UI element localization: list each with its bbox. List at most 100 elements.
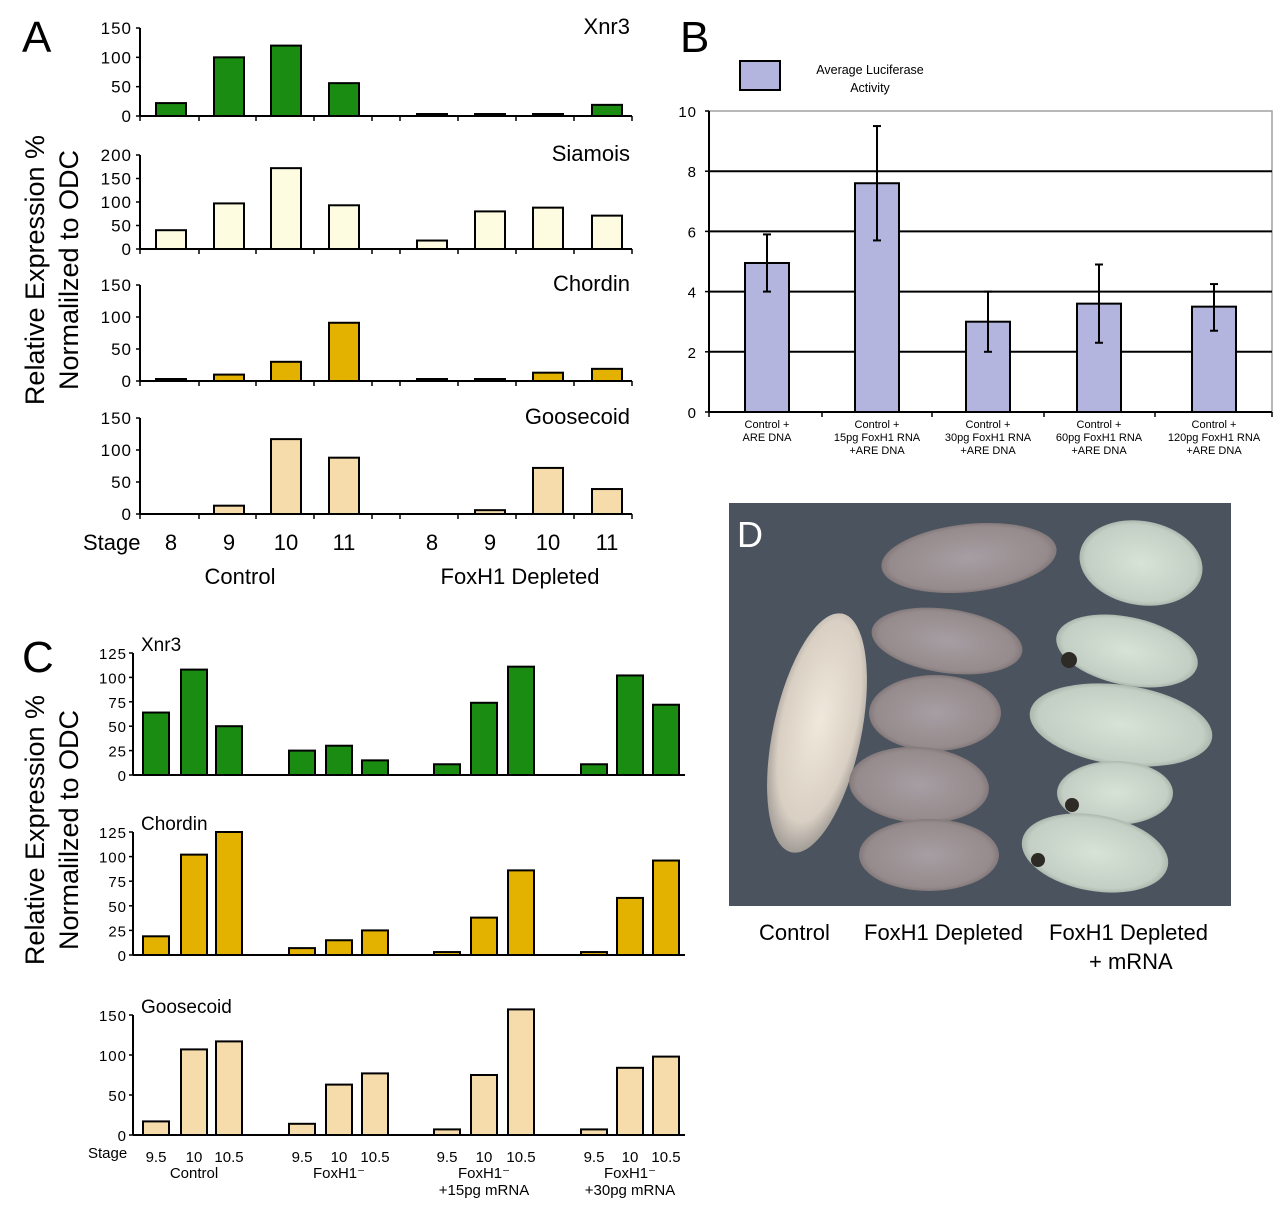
y-tick-label: 125 [99, 646, 127, 663]
panel-a-ylabel-line1: Relative Expression % [20, 135, 50, 405]
panel-label-c: C [22, 633, 54, 682]
bar [470, 916, 498, 956]
embryo-depleted-4 [849, 746, 989, 824]
x-tick-label: +ARE DNA [1186, 445, 1242, 457]
panel-a-ylabel-line2: Normalilzed to ODC [54, 150, 84, 390]
bar [532, 371, 564, 382]
legend-swatch [739, 60, 781, 91]
bar [433, 951, 461, 956]
y-tick-label: 50 [108, 899, 127, 916]
y-tick-label: 150 [101, 276, 132, 295]
bar [616, 674, 644, 776]
embryo-depleted-2 [871, 607, 1023, 675]
subplot-title: Siamois [552, 141, 630, 166]
bar [155, 229, 187, 250]
x-tick-label: 10.5 [506, 1149, 535, 1166]
x-tick-label: Control + [1192, 419, 1237, 431]
photo-label-depleted: FoxH1 Depleted [864, 920, 1023, 945]
x-tick-label: 10.5 [214, 1149, 243, 1166]
panel-c-ylabel: Relative Expression % Normalilzed to ODC [20, 695, 84, 965]
photo-label-rescued: FoxH1 Depleted [1049, 920, 1208, 945]
bar [507, 1008, 535, 1137]
embryo-photo: D [729, 503, 1231, 906]
y-tick-label: 50 [111, 340, 132, 359]
bar [213, 373, 245, 383]
panel-b-chart: Average Luciferase Activity 0 2 4 6 8 10 Control… [678, 60, 1273, 457]
y-tick-label: 50 [111, 78, 132, 97]
bar [142, 711, 170, 777]
panel-label-a: A [22, 13, 52, 62]
bar [361, 759, 389, 776]
bar [328, 204, 360, 250]
x-tick-label: 9.5 [292, 1149, 313, 1166]
bar [270, 438, 302, 515]
y-tick-label: 2 [688, 345, 697, 362]
panel-c-ylabel-line1: Relative Expression % [20, 695, 50, 965]
y-tick-label: 100 [101, 193, 132, 212]
embryo-control [767, 613, 867, 853]
embryo-depleted-5 [859, 819, 999, 891]
bar [580, 951, 608, 956]
panel-a-ylabel: Relative Expression % Normalilzed to ODC [20, 135, 84, 405]
y-tick-label: 0 [118, 948, 127, 965]
bar [288, 1122, 316, 1137]
x-tick-label: 60pg FoxH1 RNA [1056, 432, 1143, 444]
y-tick-label: 50 [111, 217, 132, 236]
panel-label-b: B [680, 13, 709, 62]
embryo-rescued-5 [1021, 813, 1169, 893]
bar [416, 378, 448, 382]
x-tick-label: 10 [186, 1149, 203, 1166]
bar [652, 1055, 680, 1136]
bar [474, 210, 506, 250]
y-tick-label: 75 [108, 874, 127, 891]
y-tick-label: 125 [99, 825, 127, 842]
y-tick-label: 100 [99, 850, 127, 867]
panel-a-subplot-siamois: 0 50 100 150 200 Siamois [101, 141, 633, 259]
bar [270, 44, 302, 117]
embryo-depleted-1 [881, 522, 1057, 594]
bar [213, 202, 245, 251]
x-tick-label: 30pg FoxH1 RNA [945, 432, 1032, 444]
group-label: +30pg mRNA [585, 1182, 675, 1199]
x-tick-label: Control + [855, 419, 900, 431]
x-tick-label: 9 [223, 530, 235, 555]
embryo-rescued-3 [1029, 683, 1213, 767]
subplot-title: Xnr3 [141, 635, 181, 656]
bar [328, 82, 360, 117]
group-label: Control [205, 564, 276, 589]
bar [325, 1083, 353, 1136]
x-tick-label: 9 [484, 530, 496, 555]
bar [474, 378, 506, 382]
y-tick-label: 50 [111, 473, 132, 492]
bar [433, 1128, 461, 1137]
x-tick-label: 120pg FoxH1 RNA [1168, 432, 1261, 444]
x-tick-label: 10.5 [360, 1149, 389, 1166]
subplot-title: Chordin [553, 271, 630, 296]
group-label: FoxH1 Depleted [441, 564, 600, 589]
x-tick-label: ARE DNA [743, 432, 793, 444]
panel-c-subplot-goosecoid: 0 50 100 150 Goosecoid [99, 997, 685, 1145]
bar [215, 831, 243, 956]
bar [416, 239, 448, 250]
y-tick-label: 50 [108, 1088, 127, 1105]
bar [532, 113, 564, 117]
bar [652, 859, 680, 957]
bar [591, 367, 623, 382]
photo-label-control: Control [759, 920, 830, 945]
bar [142, 935, 170, 957]
y-tick-label: 200 [101, 146, 132, 165]
panel-c-chart: 0 25 50 75 100 125 Xnr3 0 25 50 75 100 125 Chordin 0 50… [88, 635, 685, 1199]
bar [155, 378, 187, 382]
panel-a-subplot-xnr3: 0 50 100 150 Xnr3 [101, 14, 633, 126]
y-tick-label: 100 [99, 1048, 127, 1065]
x-tick-label: 11 [333, 530, 356, 555]
y-tick-label: 100 [101, 48, 132, 67]
bar [155, 102, 187, 117]
y-tick-label: 50 [108, 719, 127, 736]
y-tick-label: 0 [122, 107, 132, 126]
embryo-rescued-2 [1056, 614, 1198, 688]
bar [507, 869, 535, 956]
bar [652, 703, 680, 777]
